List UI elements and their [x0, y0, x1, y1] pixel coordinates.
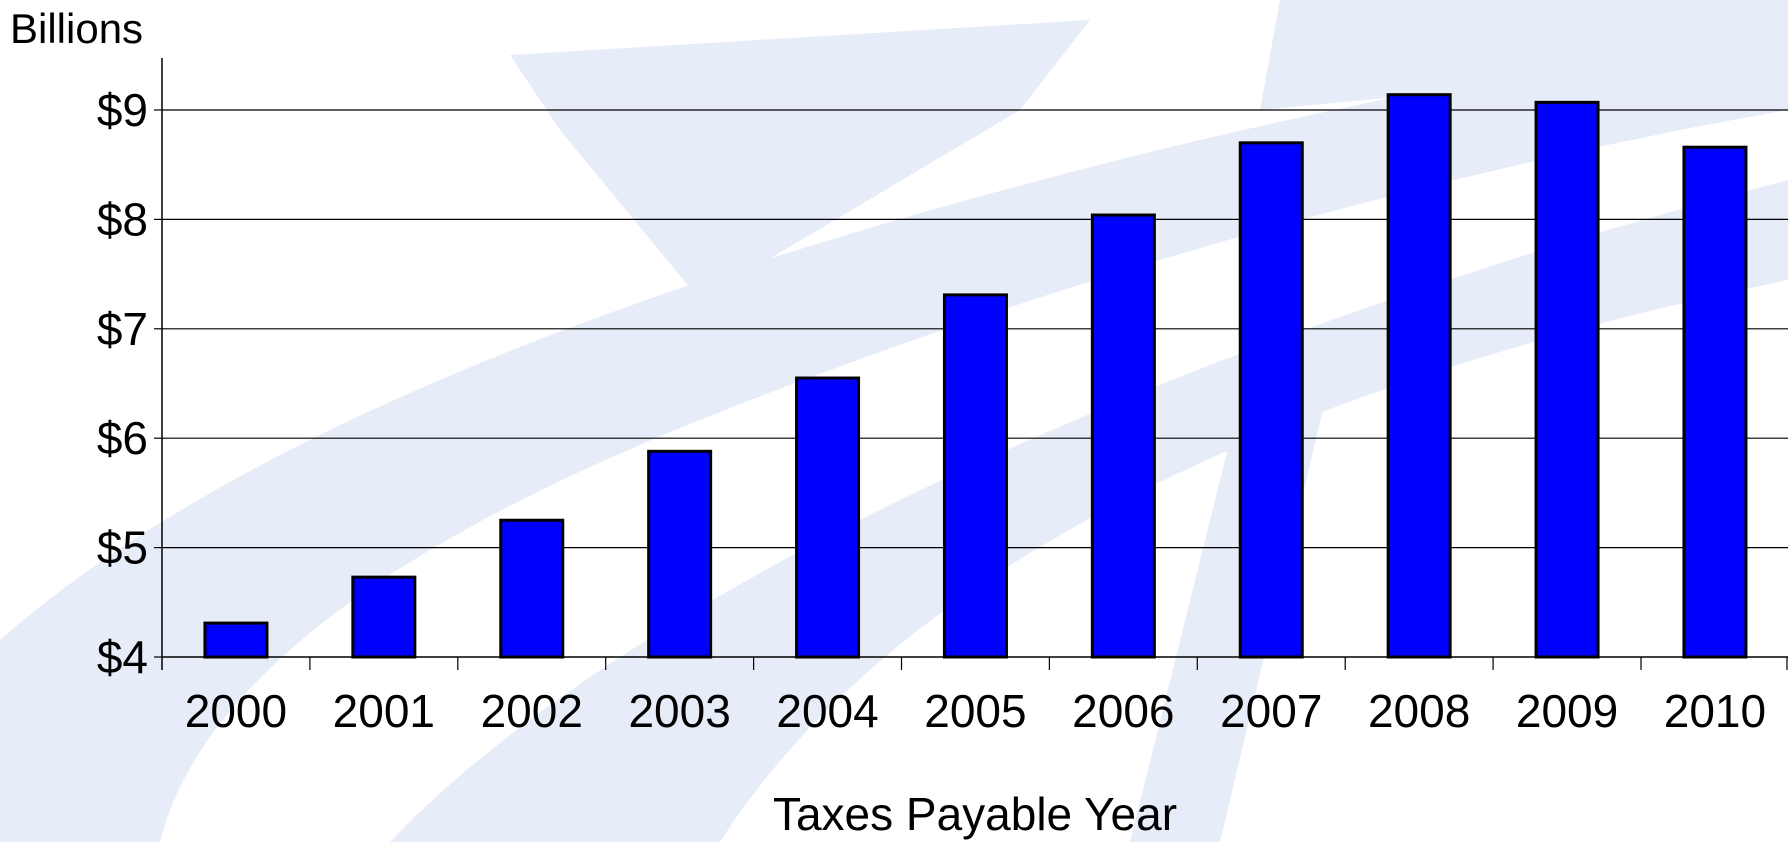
x-tick-label: 2008 [1368, 685, 1470, 737]
x-axis-ticks [309, 657, 1788, 670]
y-tick-label: $5 [97, 522, 148, 574]
x-tick-label: 2000 [185, 685, 287, 737]
y-tick-label: $6 [97, 412, 148, 464]
x-tick-label: 2005 [924, 685, 1026, 737]
x-tick-label: 2004 [776, 685, 878, 737]
x-tick-label: 2003 [628, 685, 730, 737]
bar-2009 [1534, 100, 1600, 659]
y-tick-label: $8 [97, 193, 148, 245]
bar-2005 [942, 293, 1008, 659]
y-axis-ticks: $4 $5 $6 $7 $8 $9 [97, 84, 162, 683]
x-tick-label: 2007 [1220, 685, 1322, 737]
y-tick-label: $9 [97, 84, 148, 136]
bar-2007 [1238, 141, 1304, 659]
watermark-swoosh-1 [510, 20, 1090, 300]
bar-2010 [1682, 145, 1748, 659]
x-tick-label: 2002 [481, 685, 583, 737]
x-tick-label: 2009 [1516, 685, 1618, 737]
bar-2002 [499, 518, 565, 659]
watermark-swoosh-4 [1260, 0, 1788, 110]
x-tick-label: 2001 [333, 685, 435, 737]
bar-2004 [795, 376, 861, 659]
bars [203, 93, 1748, 659]
y-axis-label: Billions [10, 5, 143, 52]
y-tick-label: $4 [97, 631, 148, 683]
x-axis-tick-labels: 2000 2001 2002 2003 2004 2005 2006 2007 2008 2009… [185, 685, 1766, 737]
x-axis-label: Taxes Payable Year [773, 788, 1177, 840]
y-tick-label: $7 [97, 303, 148, 355]
bar-2001 [351, 575, 417, 659]
x-tick-label: 2006 [1072, 685, 1174, 737]
bar-2000 [203, 621, 269, 659]
bar-2003 [647, 449, 713, 659]
bar-2008 [1386, 93, 1452, 659]
bar-2006 [1090, 213, 1156, 659]
x-tick-label: 2010 [1664, 685, 1766, 737]
watermark-swoosh-2 [0, 40, 1788, 842]
